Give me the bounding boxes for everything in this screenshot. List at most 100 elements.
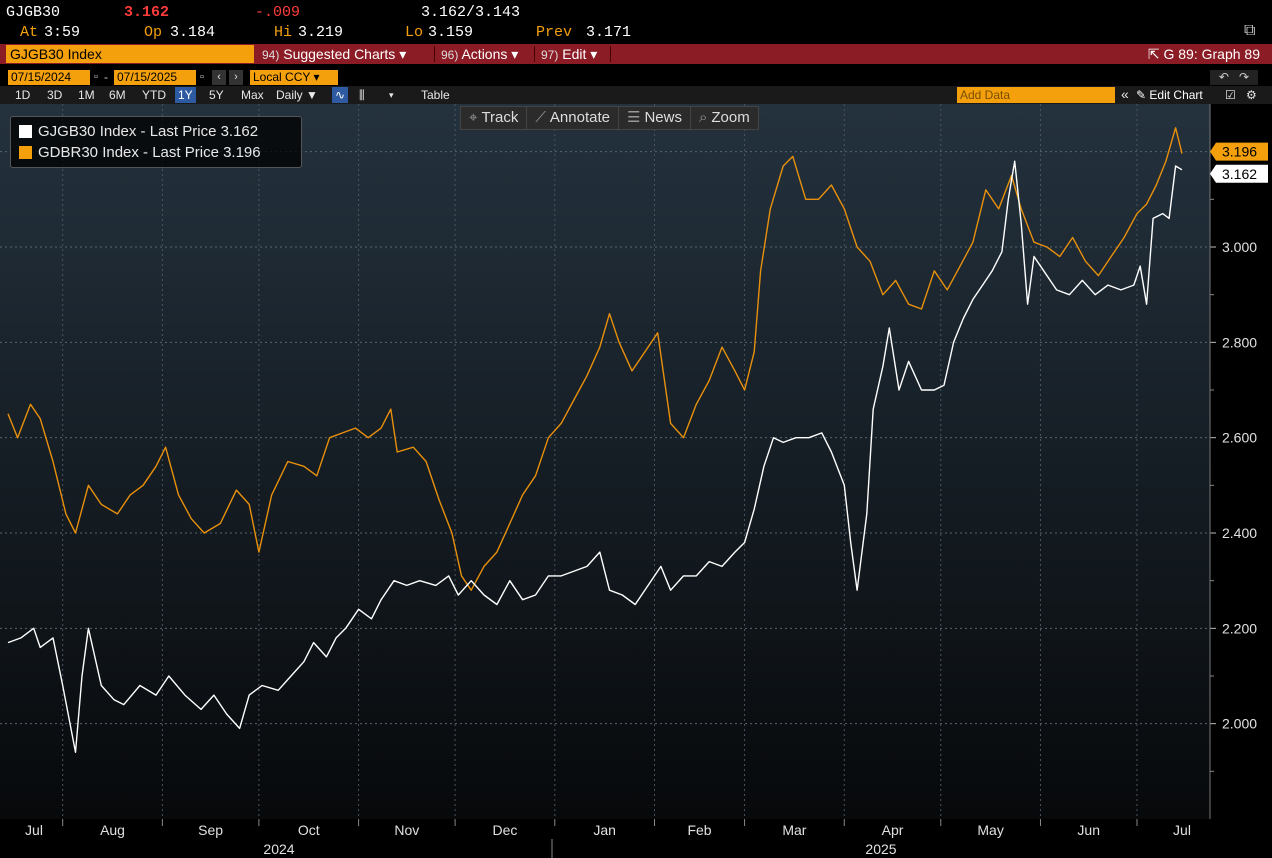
legend-swatch-orange <box>19 146 32 159</box>
last-price-tag-gjgb30: 3.162 <box>1210 164 1268 183</box>
at-value: 3:59 <box>44 24 81 41</box>
plot-background <box>0 104 1210 819</box>
undo-redo-buttons[interactable]: ↶ ↷ <box>1210 70 1258 85</box>
period-1d[interactable]: 1D <box>15 88 31 102</box>
net-change: -.009 <box>255 4 301 21</box>
chevron-left-icon[interactable]: ‹ <box>212 70 226 85</box>
period-ytd[interactable]: YTD <box>142 88 166 102</box>
x-tick-label: Jul <box>25 822 43 838</box>
legend-label: GDBR30 Index - Last Price 3.196 <box>38 144 261 161</box>
line-chart-icon[interactable]: ∿ <box>332 87 349 103</box>
y-tick-label: 2.800 <box>1222 334 1257 350</box>
track-button[interactable]: ⌖ Track <box>461 107 528 129</box>
calendar-icon[interactable]: ▫ <box>90 70 102 85</box>
y-tick-label: 2.200 <box>1222 620 1257 636</box>
chevron-down-icon: ▾ <box>313 70 320 84</box>
price-tag-label: 3.196 <box>1222 144 1257 160</box>
edit-menu[interactable]: 97) Edit ▾ <box>537 44 601 64</box>
low-label: Lo <box>405 24 424 41</box>
x-tick-label: Mar <box>782 822 806 838</box>
y-tick-label: 2.000 <box>1222 716 1257 732</box>
price-tag-shape <box>1210 142 1268 161</box>
collapse-icon[interactable]: « <box>1121 86 1129 102</box>
at-label: At <box>20 24 39 41</box>
chart-area[interactable]: 2.000 2.200 2.400 2.600 2.800 3.000 3.196 3.162… <box>0 104 1272 858</box>
period-1m[interactable]: 1M <box>78 88 95 102</box>
legend-item-gdbr30[interactable]: GDBR30 Index - Last Price 3.196 <box>19 142 293 163</box>
x-tick-label: Jan <box>593 822 616 838</box>
table-button[interactable]: Table <box>421 88 450 102</box>
popout-icon[interactable]: ⧉ <box>1244 22 1256 40</box>
price-chart[interactable]: 2.000 2.200 2.400 2.600 2.800 3.000 3.196 3.162… <box>0 104 1272 858</box>
period-1y[interactable]: 1Y <box>175 87 196 103</box>
date-separator: - <box>104 70 108 84</box>
chart-type-dropdown-icon[interactable]: ▾ <box>389 90 394 100</box>
period-6m[interactable]: 6M <box>109 88 126 102</box>
pencil-icon: ⟋ <box>535 109 546 126</box>
price-tag-label: 3.162 <box>1222 166 1257 182</box>
news-label: News <box>644 109 682 126</box>
period-max[interactable]: Max <box>241 88 264 102</box>
series-line-gjgb30 <box>7 160 1183 753</box>
annotate-button[interactable]: ⟋ Annotate <box>527 107 619 129</box>
prev-value: 3.171 <box>586 24 632 41</box>
add-data-field[interactable]: Add Data <box>957 87 1115 103</box>
calendar-icon[interactable]: ▫ <box>196 70 208 85</box>
high-label: Hi <box>274 24 293 41</box>
legend-label: GJGB30 Index - Last Price 3.162 <box>38 123 259 140</box>
x-tick-label: Jun <box>1077 822 1100 838</box>
zoom-label: Zoom <box>711 109 750 126</box>
x-tick-label: Jul <box>1173 822 1191 838</box>
menu-label: Edit ▾ <box>562 46 598 62</box>
edit-chart-label: Edit Chart <box>1149 88 1203 102</box>
chevron-right-icon[interactable]: › <box>229 70 243 85</box>
suggested-charts-menu[interactable]: 94) Suggested Charts ▾ <box>258 44 410 64</box>
y-tick-label: 3.000 <box>1222 239 1257 255</box>
low-value: 3.159 <box>428 24 474 41</box>
last-price-tag-gdbr30: 3.196 <box>1210 142 1268 161</box>
bar-chart-icon[interactable]: ⫼ <box>359 88 365 102</box>
security-field[interactable]: GJGB30 Index <box>6 45 254 63</box>
gear-icon[interactable]: ⚙ <box>1246 88 1257 102</box>
year-label: 2025 <box>865 841 896 857</box>
chart-legend[interactable]: GJGB30 Index - Last Price 3.162 GDBR30 I… <box>10 116 302 168</box>
actions-menu[interactable]: 96) Actions ▾ <box>437 44 522 64</box>
edit-icon[interactable]: ☑ <box>1225 88 1236 102</box>
year-label: 2024 <box>263 841 294 857</box>
graph-launchpad-link[interactable]: ⇱ G 89: Graph 89 <box>1148 44 1260 64</box>
y-tick-label: 2.400 <box>1222 525 1257 541</box>
period-5y[interactable]: 5Y <box>209 88 224 102</box>
magnifier-icon: ⌕ <box>698 109 708 126</box>
zoom-button[interactable]: ⌕ Zoom <box>691 107 758 129</box>
frequency-select[interactable]: Daily ▼ <box>276 88 318 102</box>
chart-toolbar: ⌖ Track ⟋ Annotate ☰ News ⌕ Zoom <box>460 106 759 130</box>
period-3d[interactable]: 3D <box>47 88 63 102</box>
end-date-field[interactable]: 07/15/2025 <box>114 70 196 85</box>
date-range-row: 07/15/2024 ▫ - 07/15/2025 ▫ ‹ › Local CC… <box>0 68 1272 86</box>
redo-icon[interactable]: ↷ <box>1239 70 1250 84</box>
prev-label: Prev <box>536 24 573 41</box>
undo-icon[interactable]: ↶ <box>1218 70 1229 84</box>
divider <box>610 46 611 62</box>
crosshair-icon: ⌖ <box>469 109 478 126</box>
legend-item-gjgb30[interactable]: GJGB30 Index - Last Price 3.162 <box>19 121 293 142</box>
open-label: Op <box>144 24 163 41</box>
series-line-gdbr30 <box>7 127 1183 591</box>
edit-chart-button[interactable]: ✎ Edit Chart <box>1136 87 1203 103</box>
x-tick-label: Sep <box>198 822 223 838</box>
x-tick-label: Oct <box>298 822 320 838</box>
track-label: Track <box>481 109 519 126</box>
command-bar: GJGB30 Index 94) Suggested Charts ▾ 96) … <box>0 44 1272 64</box>
quote-header: GJGB30 3.162 -.009 3.162/3.143 At 3:59 O… <box>0 0 1272 44</box>
x-tick-label: Dec <box>492 822 517 838</box>
news-button[interactable]: ☰ News <box>619 107 691 129</box>
currency-select[interactable]: Local CCY ▾ <box>250 70 338 85</box>
start-date-field[interactable]: 07/15/2024 <box>8 70 90 85</box>
ticker-symbol[interactable]: GJGB30 <box>6 4 61 21</box>
price-tag-shape <box>1210 164 1268 183</box>
annotate-label: Annotate <box>549 109 610 126</box>
news-icon: ☰ <box>626 109 641 126</box>
last-price: 3.162 <box>124 4 170 21</box>
x-tick-label: Feb <box>687 822 711 838</box>
external-link-icon: ⇱ <box>1147 46 1164 62</box>
